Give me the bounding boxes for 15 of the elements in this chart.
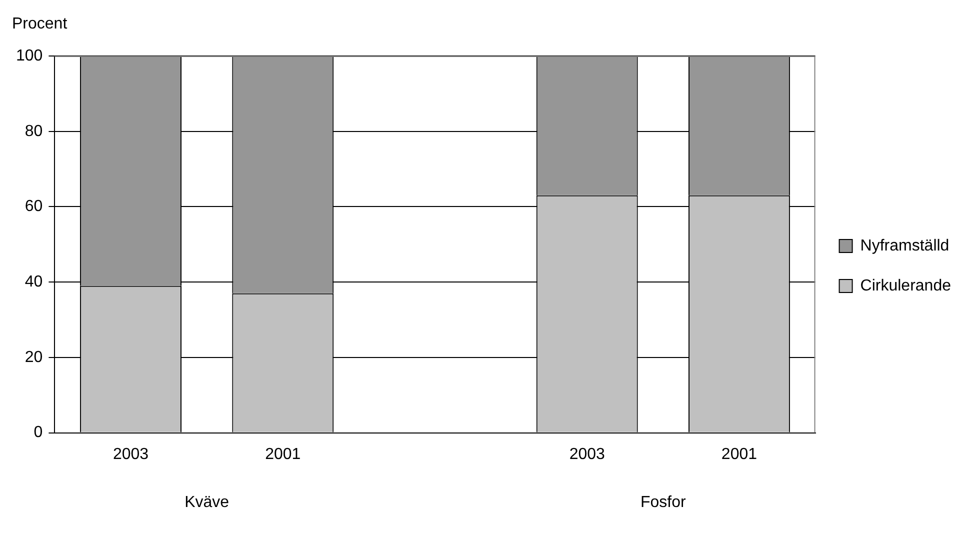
- y-tick-label: 80: [24, 122, 43, 140]
- y-tick-label: 60: [24, 198, 43, 216]
- y-tick-label: 0: [34, 424, 43, 442]
- legend-label: Cirkulerande: [860, 277, 952, 294]
- legend-label: Nyframställd: [860, 237, 950, 254]
- x-tick-label: 2003: [112, 446, 149, 463]
- y-tick-label: 100: [16, 47, 43, 64]
- text: Fosfor: [640, 494, 687, 512]
- x-tick-label: 2001: [265, 446, 301, 463]
- y-axis-title: Procent: [12, 15, 68, 32]
- x-tick-label: 2001: [721, 446, 758, 463]
- text: Kväve: [184, 494, 230, 512]
- y-tick-label: 20: [24, 348, 43, 366]
- x-tick-label: 2003: [569, 446, 606, 463]
- y-tick-label: 40: [24, 273, 43, 290]
